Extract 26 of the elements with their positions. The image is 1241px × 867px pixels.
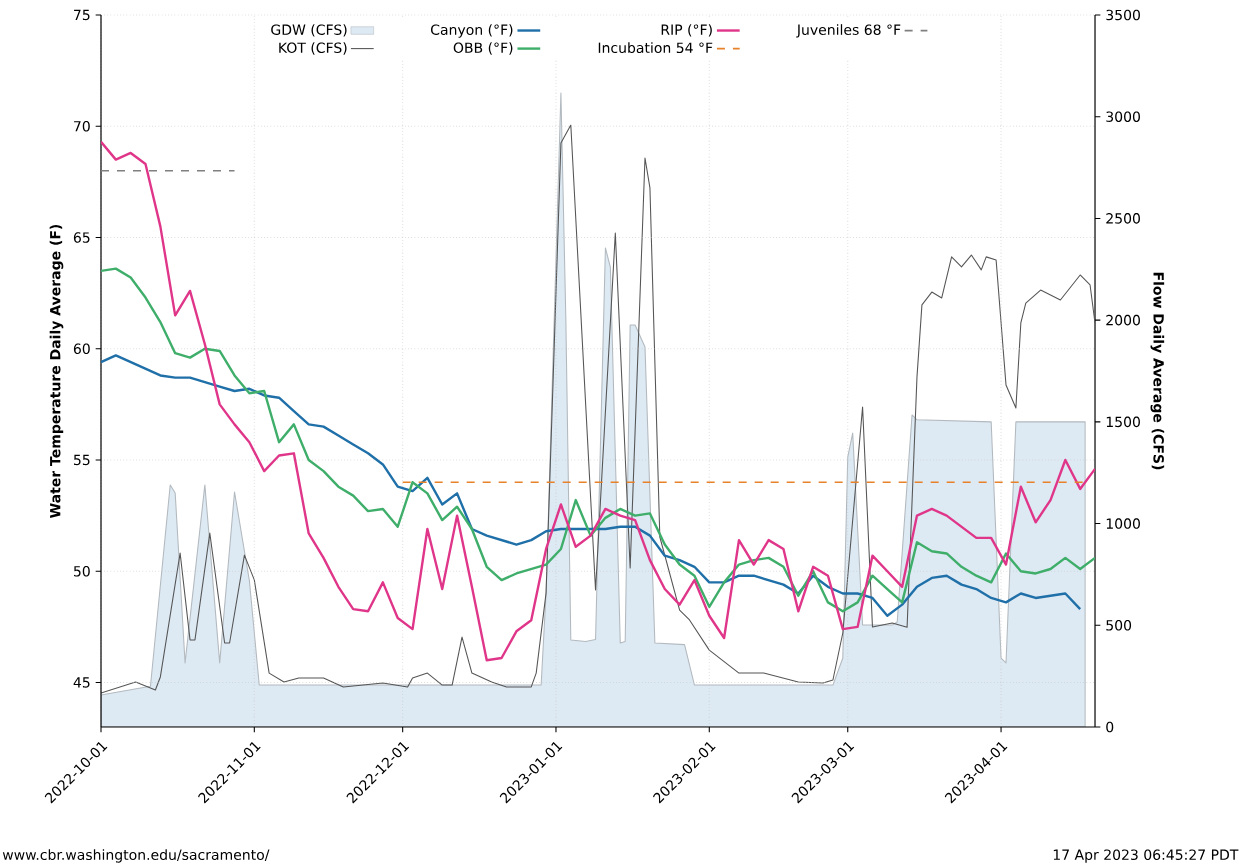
y-tick-label: 60: [73, 343, 90, 355]
y-tick-label: 50: [74, 565, 90, 577]
y2-axis-title: Flow Daily Average (CFS): [1150, 272, 1165, 470]
text: www.cbr.washington.edu/sacramento/: [2, 849, 270, 863]
y-axis-title: Water Temperature Daily Average (F): [49, 224, 64, 518]
y-tick-label: 75: [74, 9, 90, 21]
y2-tick-label: 2500: [1106, 213, 1140, 224]
text: 17 Apr 2023 06:45:27 PDT: [1053, 849, 1239, 863]
y-tick-label: 65: [73, 232, 90, 243]
y-tick-label: 55: [74, 454, 90, 466]
y2-tick-label: 2000: [1106, 314, 1140, 326]
y2-tick-label: 3500: [1106, 9, 1140, 21]
y2-tick-label: 3000: [1106, 111, 1140, 122]
legend-label: GDW (CFS): [271, 24, 347, 37]
y-tick-label: 70: [74, 120, 90, 132]
y2-tick-label: 500: [1106, 619, 1132, 631]
y2-tick-label: 1500: [1106, 416, 1140, 428]
legend-label: OBB (°F): [453, 42, 513, 55]
y-tick-label: 45: [73, 677, 90, 688]
legend-label: Incubation 54 °F: [598, 42, 713, 54]
y2-tick-label: 0: [1106, 721, 1114, 733]
y2-tick-label: 1000: [1106, 518, 1140, 529]
legend-label: RIP (°F): [661, 24, 712, 37]
legend-label: KOT (CFS): [279, 42, 347, 55]
legend-label: Juveniles 68 °F: [796, 24, 901, 38]
legend-label: Canyon (°F): [431, 24, 513, 38]
